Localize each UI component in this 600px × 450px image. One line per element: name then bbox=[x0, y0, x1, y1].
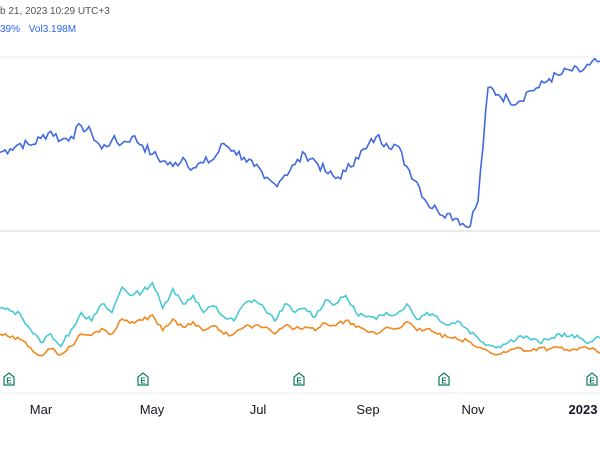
primary-price-line bbox=[0, 57, 600, 229]
x-tick-may: May bbox=[140, 402, 165, 417]
earnings-marker-label: E bbox=[140, 377, 146, 386]
x-tick-nov: Nov bbox=[461, 402, 485, 417]
earnings-marker[interactable]: E bbox=[438, 372, 450, 386]
x-tick-sep: Sep bbox=[356, 402, 379, 417]
x-tick-2023: 2023 bbox=[569, 402, 598, 417]
header-datetime: b 21, 2023 10:29 UTC+3 bbox=[0, 6, 110, 17]
earnings-marker[interactable]: E bbox=[586, 372, 598, 386]
earnings-marker-shape bbox=[586, 372, 598, 386]
earnings-marker[interactable]: E bbox=[3, 372, 15, 386]
x-tick-mar: Mar bbox=[30, 402, 53, 417]
earnings-marker-shape bbox=[293, 372, 305, 386]
earnings-marker-shape bbox=[438, 372, 450, 386]
x-tick-jul: Jul bbox=[250, 402, 267, 417]
compare-orange-line bbox=[0, 314, 600, 357]
earnings-marker-label: E bbox=[296, 377, 302, 386]
compare-cyan-line bbox=[0, 281, 600, 349]
volume-value: 3.198M bbox=[42, 24, 77, 35]
earnings-marker-label: E bbox=[441, 377, 447, 386]
earnings-marker-label: E bbox=[6, 377, 12, 386]
earnings-marker[interactable]: E bbox=[137, 372, 149, 386]
volume-label: Vol bbox=[28, 24, 43, 35]
earnings-marker-shape bbox=[3, 372, 15, 386]
earnings-marker[interactable]: E bbox=[293, 372, 305, 386]
earnings-marker-label: E bbox=[589, 377, 595, 386]
change-percent: 39% bbox=[0, 24, 21, 35]
earnings-marker-shape bbox=[137, 372, 149, 386]
datetime-text: b 21, 2023 10:29 UTC+3 bbox=[0, 6, 110, 17]
stats-line: 39% Vol3.198M bbox=[0, 24, 76, 35]
